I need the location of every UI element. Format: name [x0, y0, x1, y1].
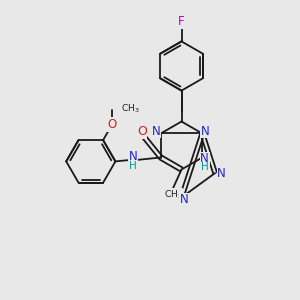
Text: N: N: [201, 124, 210, 138]
Text: H: H: [201, 162, 208, 172]
Text: CH$_3$: CH$_3$: [164, 188, 182, 201]
Text: F: F: [178, 15, 185, 28]
Text: N: N: [152, 124, 161, 138]
Text: O: O: [137, 125, 147, 138]
Text: CH$_3$: CH$_3$: [121, 102, 139, 115]
Text: N: N: [200, 152, 209, 166]
Text: O: O: [107, 118, 117, 131]
Text: N: N: [179, 194, 188, 206]
Text: H: H: [129, 161, 137, 171]
Text: N: N: [129, 150, 137, 164]
Text: N: N: [218, 167, 226, 179]
